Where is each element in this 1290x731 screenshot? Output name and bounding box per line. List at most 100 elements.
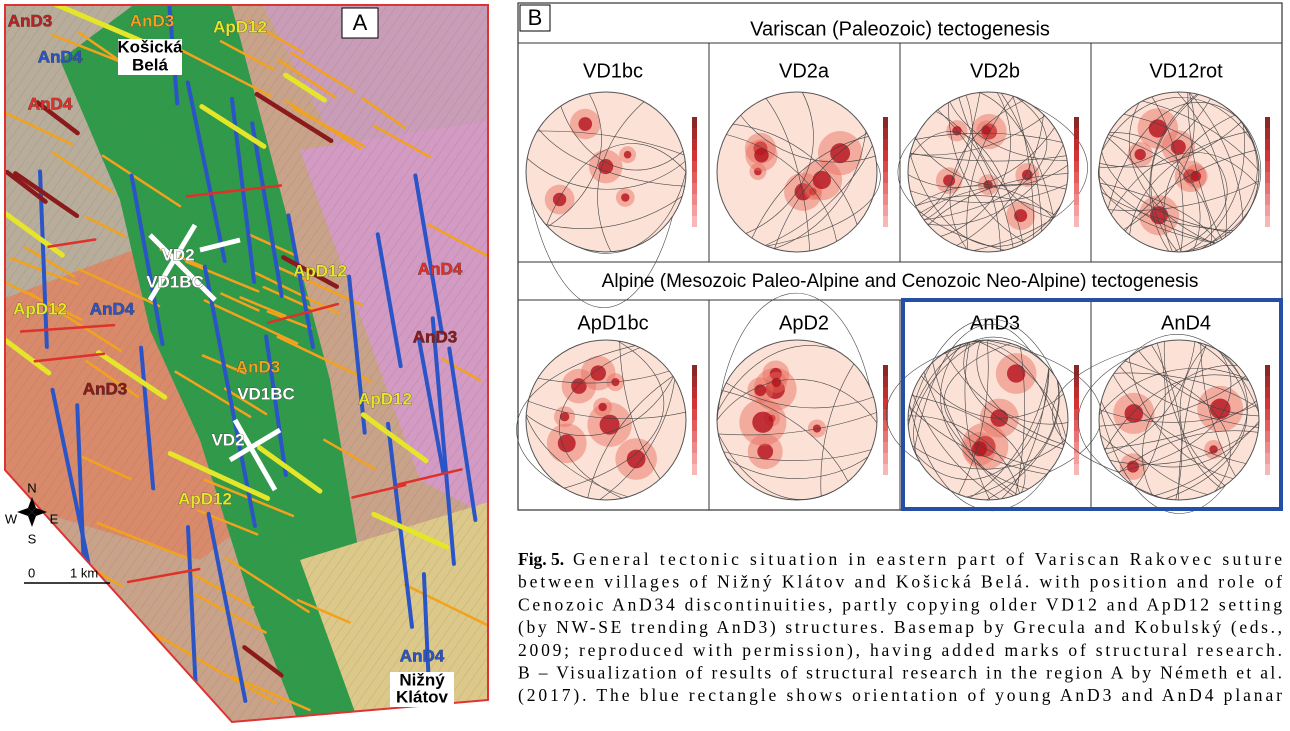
caption-label: Fig. 5. <box>518 549 564 569</box>
density-blob <box>1171 140 1186 155</box>
color-bar <box>883 117 888 128</box>
color-bar <box>1265 365 1270 376</box>
density-blob <box>1149 119 1167 137</box>
color-bar <box>692 431 697 442</box>
section-title: Alpine (Mesozoic Paleo-Alpine and Cenozo… <box>602 271 1199 292</box>
map-label: AnD3 <box>236 357 280 376</box>
color-bar <box>1074 453 1079 464</box>
caption-line: Cenozoic AnD34 discontinuities, partly c… <box>518 594 1282 614</box>
color-bar <box>1074 205 1079 216</box>
color-bar <box>692 387 697 398</box>
map-label: VD1BC <box>146 272 204 291</box>
color-bar <box>692 117 697 128</box>
color-bar <box>1265 205 1270 216</box>
color-bar <box>1074 398 1079 409</box>
color-bar <box>883 150 888 161</box>
compass-s: S <box>28 531 37 546</box>
density-blob <box>598 403 606 411</box>
caption-line: (by NW-SE trending AnD3) structures. Bas… <box>518 617 1282 637</box>
map-label: AnD4 <box>418 259 463 278</box>
color-bar <box>1074 139 1079 150</box>
color-bar <box>692 453 697 464</box>
color-bar <box>692 128 697 139</box>
map-label: ApD12 <box>178 489 232 508</box>
color-bar <box>883 431 888 442</box>
color-bar <box>883 216 888 227</box>
color-bar <box>1265 464 1270 475</box>
color-bar <box>1074 161 1079 172</box>
color-bar <box>1265 194 1270 205</box>
color-bar <box>692 139 697 150</box>
map-label: AnD3 <box>413 327 457 346</box>
caption-line: 2009; reproduced with permission), havin… <box>518 640 1282 660</box>
color-bar <box>692 161 697 172</box>
caption-line: (2017). The blue rectangle shows orienta… <box>518 685 1282 705</box>
structure-line <box>37 606 75 632</box>
panel-label: A <box>353 10 368 35</box>
density-blob <box>621 193 629 201</box>
color-bar <box>692 464 697 475</box>
density-blob <box>1191 171 1202 182</box>
color-bar <box>883 453 888 464</box>
density-blob <box>757 444 773 460</box>
color-bar <box>692 194 697 205</box>
plot-title: VD2a <box>779 60 830 82</box>
figure: A N W E S 0 1 km B Variscan (Paleozoic) … <box>0 0 1290 726</box>
color-bar <box>883 398 888 409</box>
plot-title: VD2b <box>970 60 1020 82</box>
map-label: ApD12 <box>213 17 267 36</box>
plot-title: AnD4 <box>1161 312 1211 334</box>
color-bar <box>883 205 888 216</box>
color-bar <box>1074 431 1079 442</box>
color-bar <box>1265 139 1270 150</box>
map-label: AnD3 <box>130 11 174 30</box>
color-bar <box>1265 183 1270 194</box>
caption: Fig. 5. General tectonic situation in eas… <box>518 549 1282 705</box>
map-label: AnD4 <box>38 47 83 66</box>
color-bar <box>1265 387 1270 398</box>
color-bar <box>1265 453 1270 464</box>
color-bar <box>883 464 888 475</box>
color-bar <box>1265 128 1270 139</box>
color-bar <box>692 150 697 161</box>
map-label: Košická <box>117 37 183 56</box>
caption-line: General tectonic situation in eastern pa… <box>573 549 1282 569</box>
map-label: VD1BC <box>237 384 295 403</box>
map-label: Klátov <box>396 687 449 706</box>
color-bar <box>692 409 697 420</box>
color-bar <box>1074 194 1079 205</box>
color-bar <box>1265 216 1270 227</box>
color-bar <box>883 161 888 172</box>
color-bar <box>1265 161 1270 172</box>
color-bar <box>1265 376 1270 387</box>
density-blob <box>1209 445 1217 453</box>
density-blob <box>943 175 955 187</box>
color-bar <box>692 183 697 194</box>
map-label: VD2 <box>211 430 244 449</box>
density-blob <box>624 151 632 159</box>
color-bar <box>1074 464 1079 475</box>
density-blob <box>553 193 566 206</box>
color-bar <box>1074 117 1079 128</box>
caption-line: B – Visualization of results of structur… <box>518 663 1282 683</box>
map-label: AnD3 <box>8 11 52 30</box>
color-bar <box>883 139 888 150</box>
color-bar <box>883 365 888 376</box>
map-label: AnD4 <box>400 646 445 665</box>
compass-w: W <box>5 511 18 526</box>
density-blob <box>1135 149 1146 160</box>
map-label: Belá <box>132 55 168 74</box>
color-bar <box>1265 442 1270 453</box>
color-bar <box>1265 172 1270 183</box>
color-bar <box>883 442 888 453</box>
color-bar <box>692 420 697 431</box>
color-bar <box>883 194 888 205</box>
color-bar <box>1074 387 1079 398</box>
color-bar <box>692 398 697 409</box>
color-bar <box>1074 128 1079 139</box>
structure-line <box>68 671 129 708</box>
color-bar <box>883 409 888 420</box>
map-label: ApD12 <box>293 261 347 280</box>
map-label: AnD3 <box>83 379 127 398</box>
density-blob <box>752 412 773 433</box>
